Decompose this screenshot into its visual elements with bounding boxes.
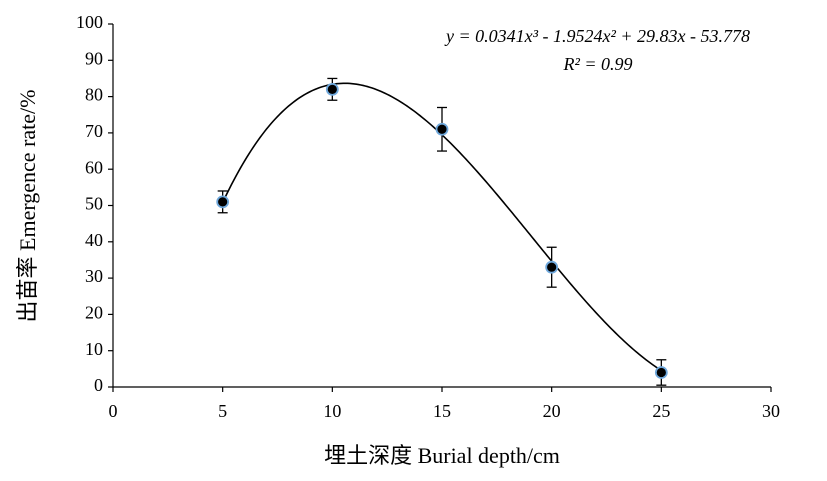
x-tick-label: 0 xyxy=(109,401,118,421)
y-tick-label: 90 xyxy=(85,48,103,68)
point xyxy=(325,82,339,96)
x-tick-label: 20 xyxy=(543,401,561,421)
x-tick-label: 15 xyxy=(433,401,451,421)
point xyxy=(435,122,449,136)
y-tick-label: 40 xyxy=(85,230,103,250)
y-tick-label: 10 xyxy=(85,339,103,359)
y-tick-label: 70 xyxy=(85,121,103,141)
fit-r-squared: R² = 0.99 xyxy=(562,54,632,74)
x-tick-label: 5 xyxy=(218,401,227,421)
x-tick-label: 30 xyxy=(762,401,780,421)
x-tick-label: 10 xyxy=(323,401,341,421)
fit-equation: y = 0.0341x³ - 1.9524x² + 29.83x - 53.77… xyxy=(444,26,750,46)
y-tick-label: 0 xyxy=(94,375,103,395)
y-tick-label: 100 xyxy=(76,12,103,32)
y-tick-label: 60 xyxy=(85,157,103,177)
y-axis-label: 出苗率 Emergence rate/% xyxy=(15,90,40,323)
x-tick-label: 25 xyxy=(652,401,670,421)
x-axis-label: 埋土深度 Burial depth/cm xyxy=(324,443,560,468)
y-tick-label: 80 xyxy=(85,85,103,105)
y-tick-label: 50 xyxy=(85,194,103,214)
y-tick-label: 30 xyxy=(85,266,103,286)
point xyxy=(216,195,230,209)
point xyxy=(545,260,559,274)
y-tick-label: 20 xyxy=(85,303,103,323)
point xyxy=(654,366,668,379)
